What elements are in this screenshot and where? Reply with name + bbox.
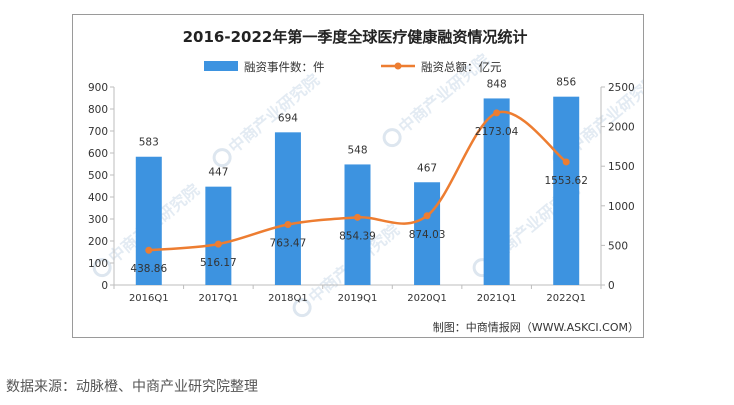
bar bbox=[135, 156, 162, 285]
right-tick-label: 2000 bbox=[608, 122, 635, 134]
bars bbox=[135, 96, 580, 286]
line-value-label: 763.47 bbox=[270, 238, 307, 250]
x-tick-label: 2017Q1 bbox=[199, 293, 239, 304]
bar-value-label: 447 bbox=[208, 167, 228, 179]
line-point bbox=[493, 109, 501, 117]
line-value-label: 438.86 bbox=[130, 263, 167, 275]
bar bbox=[414, 182, 441, 285]
bar-value-label: 548 bbox=[347, 144, 367, 156]
legend-bar-swatch bbox=[204, 61, 238, 71]
left-tick-label: 500 bbox=[88, 170, 108, 182]
right-tick-label: 1000 bbox=[608, 201, 635, 213]
bar-value-label: 467 bbox=[417, 162, 437, 174]
right-tick-label: 2500 bbox=[608, 82, 635, 94]
bar bbox=[274, 132, 301, 285]
x-tick-label: 2019Q1 bbox=[338, 293, 378, 304]
left-tick-label: 400 bbox=[88, 192, 108, 204]
line-point bbox=[562, 158, 570, 166]
chart-frame: 中商产业研究院中商产业研究院中商产业研究院中商产业研究院中商产业研究院中商产业研… bbox=[72, 14, 663, 338]
x-tick-label: 2020Q1 bbox=[407, 293, 447, 304]
right-tick-label: 500 bbox=[608, 240, 628, 252]
x-tick-label: 2016Q1 bbox=[129, 293, 169, 304]
bar bbox=[553, 96, 580, 286]
bar bbox=[483, 98, 510, 285]
right-tick-label: 0 bbox=[608, 280, 615, 292]
line-value-label: 854.39 bbox=[339, 230, 376, 242]
left-tick-label: 0 bbox=[101, 280, 108, 292]
bar-value-label: 848 bbox=[487, 78, 507, 90]
line-point bbox=[354, 213, 361, 221]
legend-line-marker bbox=[394, 62, 402, 70]
bar-value-label: 694 bbox=[278, 112, 298, 124]
line-point bbox=[214, 240, 222, 248]
data-labels: 583 447 694 548 467 848 856 438.86 516.17 763.47 8… bbox=[130, 77, 588, 276]
x-tick-label: 2022Q1 bbox=[546, 293, 586, 304]
bar bbox=[344, 164, 371, 285]
left-tick-label: 100 bbox=[88, 258, 108, 270]
left-tick-label: 700 bbox=[88, 126, 108, 138]
left-tick-label: 600 bbox=[88, 148, 108, 160]
legend: 融资事件数：件 融资总额：亿元 bbox=[204, 60, 502, 74]
left-tick-label: 300 bbox=[88, 214, 108, 226]
legend-line-label: 融资总额：亿元 bbox=[421, 60, 502, 74]
chart-credit: 制图：中商情报网（WWW.ASKCI.COM） bbox=[433, 320, 639, 334]
source-note: 数据来源：动脉橙、中商产业研究院整理 bbox=[6, 379, 258, 395]
x-tick-label: 2018Q1 bbox=[268, 293, 308, 304]
legend-bar-label: 融资事件数：件 bbox=[244, 60, 325, 74]
line-value-label: 1553.62 bbox=[545, 175, 588, 187]
line-point bbox=[284, 221, 292, 229]
line-value-label: 874.03 bbox=[409, 229, 446, 241]
right-tick-label: 1500 bbox=[608, 161, 635, 173]
chart: 中商产业研究院中商产业研究院中商产业研究院中商产业研究院中商产业研究院中商产业研… bbox=[88, 28, 663, 334]
bar-value-label: 583 bbox=[139, 137, 159, 149]
x-tick-label: 2021Q1 bbox=[477, 293, 517, 304]
watermark: 中商产业研究院 bbox=[212, 70, 323, 168]
chart-title: 2016-2022年第一季度全球医疗健康融资情况统计 bbox=[183, 28, 528, 46]
svg-text:中商产业研究院: 中商产业研究院 bbox=[225, 70, 323, 157]
line-value-label: 2173.04 bbox=[475, 126, 519, 138]
left-tick-label: 900 bbox=[88, 82, 108, 94]
axes: 0 100 200 300 400 500 600 700 800 900 0 500 1000 1500… bbox=[88, 82, 635, 304]
line-series bbox=[145, 109, 570, 254]
line-point bbox=[423, 212, 431, 220]
left-tick-label: 800 bbox=[88, 104, 108, 116]
line-point bbox=[145, 246, 153, 254]
bar bbox=[205, 186, 232, 285]
bar-value-label: 856 bbox=[556, 77, 576, 89]
line-value-label: 516.17 bbox=[200, 257, 237, 269]
left-tick-label: 200 bbox=[88, 236, 108, 248]
